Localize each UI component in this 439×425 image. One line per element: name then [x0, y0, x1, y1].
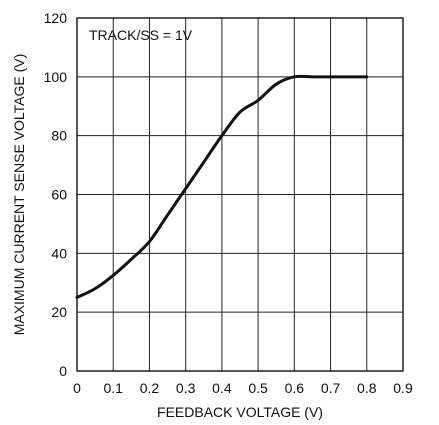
- y-tick-label: 100: [44, 69, 68, 85]
- x-tick-label: 0.2: [140, 380, 160, 396]
- x-tick-label: 0.8: [357, 380, 377, 396]
- x-tick-label: 0.1: [103, 380, 123, 396]
- y-axis-title: MAXIMUM CURRENT SENSE VOLTAGE (V): [11, 54, 27, 336]
- y-tick-label: 20: [51, 304, 67, 320]
- y-tick-label: 60: [51, 187, 67, 203]
- y-tick-label: 40: [51, 245, 67, 261]
- x-tick-label: 0: [73, 380, 81, 396]
- x-tick-label: 0.4: [212, 380, 232, 396]
- x-tick-label: 0.3: [176, 380, 196, 396]
- x-axis-ticks: 0 0.1 0.2 0.3 0.4 0.5 0.6 0.7 0.8 0.9: [73, 380, 413, 396]
- plot-area: [76, 17, 404, 372]
- y-tick-label: 120: [44, 10, 68, 26]
- y-tick-label: 80: [51, 128, 67, 144]
- x-tick-label: 0.7: [321, 380, 341, 396]
- x-tick-label: 0.9: [393, 380, 413, 396]
- y-axis-ticks: 0 20 40 60 80 100 120: [44, 10, 68, 379]
- grid: [77, 18, 403, 371]
- x-axis-title: FEEDBACK VOLTAGE (V): [157, 404, 323, 420]
- x-tick-label: 0.6: [285, 380, 305, 396]
- x-tick-label: 0.5: [248, 380, 268, 396]
- series-line: [75, 74, 369, 299]
- annotation-label: TRACK/SS = 1V: [89, 27, 193, 43]
- y-tick-label: 0: [59, 363, 67, 379]
